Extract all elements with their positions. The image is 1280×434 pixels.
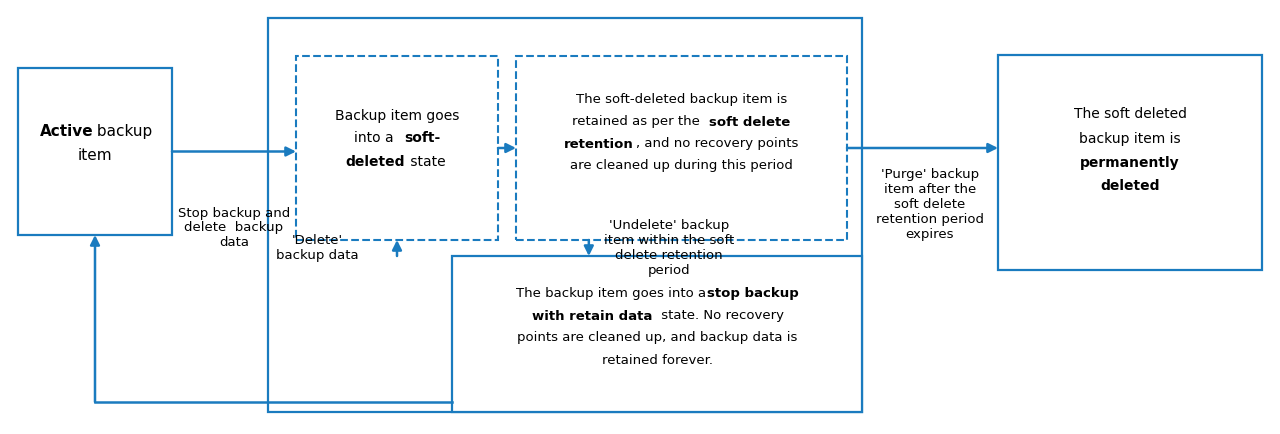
Text: retention: retention	[564, 138, 634, 151]
Text: 'Undelete' backup
item within the soft
delete retention
period: 'Undelete' backup item within the soft d…	[604, 219, 733, 277]
Text: points are cleaned up, and backup data is: points are cleaned up, and backup data i…	[517, 332, 797, 345]
Text: are cleaned up during this period: are cleaned up during this period	[570, 160, 792, 172]
Bar	[18, 68, 172, 235]
Text: soft-: soft-	[404, 131, 440, 145]
Text: deleted: deleted	[1101, 180, 1160, 194]
Text: backup item is: backup item is	[1079, 132, 1181, 145]
Text: state: state	[406, 155, 445, 169]
Bar	[516, 56, 847, 240]
Text: backup: backup	[92, 124, 152, 139]
Text: retained forever.: retained forever.	[602, 354, 713, 366]
Bar	[452, 256, 861, 412]
Text: deleted: deleted	[346, 155, 404, 169]
Text: retained as per the: retained as per the	[572, 115, 704, 128]
Text: permanently: permanently	[1080, 155, 1180, 170]
Text: The soft-deleted backup item is: The soft-deleted backup item is	[576, 93, 787, 106]
Text: Backup item goes: Backup item goes	[335, 109, 460, 123]
Text: with retain data: with retain data	[531, 309, 652, 322]
Text: into a: into a	[355, 131, 398, 145]
Bar	[998, 55, 1262, 270]
Text: stop backup: stop backup	[707, 287, 799, 300]
Text: Active: Active	[41, 124, 93, 139]
Text: state. No recovery: state. No recovery	[657, 309, 783, 322]
Text: The backup item goes into a: The backup item goes into a	[516, 287, 710, 300]
Text: , and no recovery points: , and no recovery points	[636, 138, 799, 151]
Text: The soft deleted: The soft deleted	[1074, 108, 1187, 122]
Text: soft delete: soft delete	[709, 115, 791, 128]
Text: item: item	[78, 148, 113, 163]
Text: Stop backup and
delete  backup
data: Stop backup and delete backup data	[178, 207, 291, 250]
Text: 'Delete'
backup data: 'Delete' backup data	[275, 234, 358, 262]
Text: 'Purge' backup
item after the
soft delete
retention period
expires: 'Purge' backup item after the soft delet…	[876, 168, 984, 241]
Bar	[268, 18, 861, 412]
Bar	[296, 56, 498, 240]
